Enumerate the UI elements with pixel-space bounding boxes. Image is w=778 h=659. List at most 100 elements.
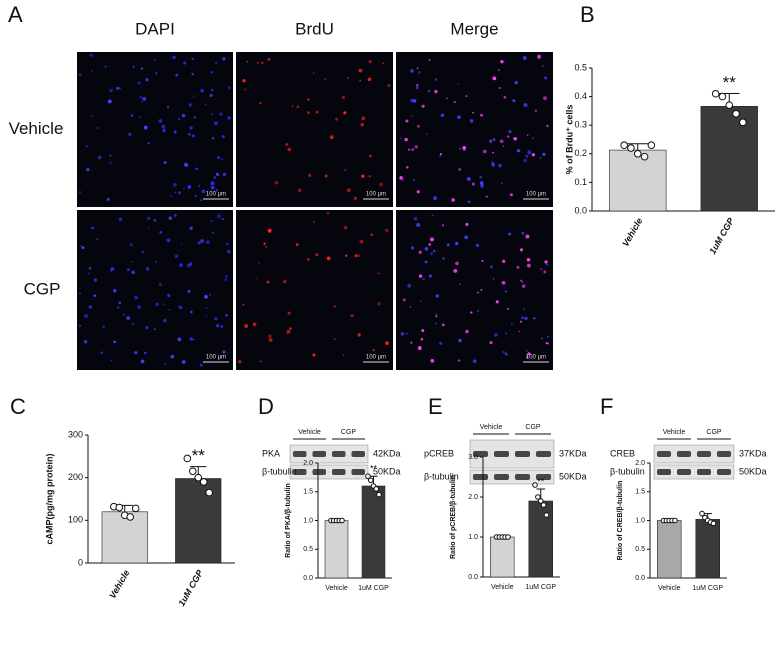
blot-band (717, 469, 731, 475)
cell-dot (413, 216, 418, 221)
y-tick-label: 0 (78, 557, 83, 567)
y-axis-label: Ratio of CREB/β-tubulin (617, 481, 624, 561)
cell-dot (510, 322, 513, 325)
cell-dot (418, 71, 421, 74)
cell-dot (525, 355, 529, 359)
x-tick-label: Vehicle (325, 585, 348, 592)
cell-dot (335, 117, 339, 121)
data-point (732, 109, 740, 118)
cell-dot (410, 69, 413, 71)
cell-dot (359, 239, 364, 244)
cell-dot (547, 342, 550, 345)
cell-dot (521, 316, 524, 320)
cell-dot (174, 254, 179, 259)
cell-dot (508, 130, 512, 134)
cell-dot (435, 322, 438, 325)
significance: ** (537, 476, 545, 486)
cell-dot (519, 248, 524, 252)
cell-dot (525, 349, 528, 352)
cell-dot (153, 218, 157, 222)
cell-dot (418, 274, 423, 278)
cell-dot (306, 111, 310, 114)
y-tick-label: 0.5 (635, 546, 645, 553)
band-name: CREB (610, 448, 635, 458)
cell-dot (153, 328, 156, 331)
cell-dot (357, 254, 361, 257)
cell-dot (268, 337, 273, 342)
cell-dot (131, 260, 134, 263)
cell-dot (544, 260, 548, 264)
cell-dot (419, 300, 422, 303)
cell-dot (504, 290, 508, 293)
cell-dot (191, 134, 195, 138)
cell-dot (222, 172, 226, 176)
data-point (537, 498, 544, 504)
cell-dot (509, 193, 513, 197)
y-tick-label: 300 (68, 429, 83, 439)
y-tick-label: 200 (68, 472, 83, 482)
cell-dot (192, 338, 195, 341)
cell-dot (172, 183, 177, 187)
cell-dot (499, 139, 504, 144)
cell-dot (168, 216, 173, 221)
cell-dot (494, 333, 498, 337)
cell-dot (527, 352, 531, 356)
cell-dot (433, 196, 437, 201)
cell-dot (442, 257, 445, 260)
x-tick-label: 1uM CGP (525, 584, 556, 591)
cell-dot (106, 197, 110, 201)
cell-dot (424, 247, 429, 251)
data-point (532, 482, 538, 488)
cell-dot (287, 311, 291, 315)
blot-strip (469, 469, 555, 485)
cell-dot (197, 241, 201, 245)
cell-dot (543, 96, 548, 101)
cell-dot (109, 154, 112, 157)
y-tick-label: 0.3 (574, 120, 587, 130)
band-size: 42KDa (373, 448, 401, 458)
scale-bar-label: 100 μm (526, 192, 546, 198)
y-tick-label: 0.0 (574, 205, 587, 215)
cell-dot (489, 265, 494, 269)
cell-dot (326, 212, 330, 215)
cell-dot (523, 308, 526, 311)
cell-dot (210, 181, 215, 186)
band-name: pCREB (424, 448, 454, 458)
bar (528, 500, 553, 578)
scale-bar-label: 100 μm (206, 192, 226, 198)
cell-dot (83, 339, 88, 344)
cell-dot (219, 112, 223, 116)
cell-dot (166, 106, 170, 109)
cell-dot (453, 100, 457, 104)
data-point (535, 494, 541, 500)
cell-dot (523, 158, 527, 163)
cell-dot (297, 188, 302, 193)
cell-dot (204, 294, 208, 299)
y-axis-label: cAMP(pg/mg protein) (44, 454, 54, 545)
x-tick-label: 1uM CGP (707, 215, 736, 256)
cell-dot (446, 97, 448, 100)
cell-dot (428, 243, 431, 246)
cell-dot (350, 313, 354, 318)
cell-dot (521, 231, 525, 235)
cell-dot (174, 191, 177, 194)
cell-dot (500, 182, 503, 185)
cell-dot (225, 313, 228, 317)
cell-dot (489, 341, 493, 345)
y-tick-label: 0.5 (303, 546, 313, 553)
data-point (183, 454, 192, 463)
panel-label: A (8, 2, 23, 27)
cell-dot (143, 351, 147, 355)
cell-dot (91, 70, 93, 73)
cell-dot (211, 113, 214, 116)
column-title: DAPI (135, 19, 175, 38)
cell-dot (109, 88, 113, 93)
cell-dot (324, 78, 327, 81)
cell-dot (295, 243, 299, 247)
cell-dot (405, 332, 408, 335)
column-title: BrdU (295, 19, 334, 38)
cell-dot (200, 88, 204, 93)
cell-dot (91, 226, 94, 230)
cell-dot (379, 182, 383, 187)
cell-dot (261, 61, 264, 65)
